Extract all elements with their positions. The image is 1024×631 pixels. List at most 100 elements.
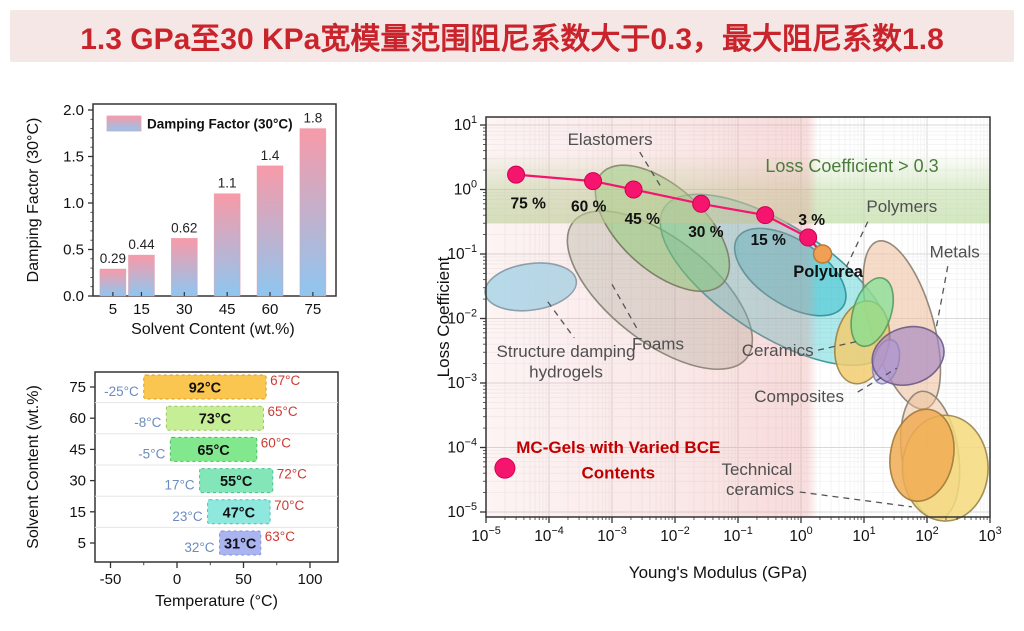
x-axis-label: Young's Modulus (GPa) (629, 563, 807, 582)
damping-bar-15 (128, 254, 155, 297)
range-low-label: -5°C (138, 446, 165, 461)
damping-bar-75 (299, 128, 327, 297)
y-tick-label: 0.0 (63, 288, 84, 305)
region-composites (871, 325, 945, 386)
annotation-label: Ceramics (742, 341, 814, 360)
range-high-label: 65°C (267, 404, 297, 419)
range-high-label: 60°C (261, 435, 291, 450)
range-low-label: 32°C (184, 540, 214, 555)
y-tick-label: 101 (454, 114, 477, 134)
y-tick-label: 10−3 (447, 372, 477, 392)
damping-bar-60 (256, 165, 284, 297)
x-tick-label: 101 (852, 525, 875, 545)
range-bar-5 (219, 530, 262, 556)
x-tick-label: 15 (133, 301, 150, 318)
range-low-label: 23°C (172, 509, 202, 524)
y-tick-label: 100 (454, 179, 477, 199)
title-bar: 1.3 GPa至30 KPa宽模量范围阻尼系数大于0.3，最大阻尼系数1.8 (10, 10, 1014, 62)
y-tick-label: 10−4 (447, 437, 477, 457)
label-pointer-line (845, 221, 869, 269)
damping-bar-30 (170, 237, 198, 297)
x-tick-label: 10−1 (723, 525, 753, 545)
bar-value-label: 1.1 (218, 176, 237, 191)
mcgel-point-label: 60 % (571, 198, 607, 215)
range-high-label: 70°C (274, 498, 304, 513)
page-title: 1.3 GPa至30 KPa宽模量范围阻尼系数大于0.3，最大阻尼系数1.8 (80, 23, 944, 56)
x-tick-label: 10−3 (597, 525, 627, 545)
annotation-label: Metals (930, 243, 980, 262)
y-axis-label: Loss Coefficient (434, 256, 453, 377)
y-tick-label: 10−5 (447, 501, 477, 521)
label-pointer-line (799, 491, 912, 508)
annotation-label: Structure damping (497, 342, 636, 361)
x-tick-label: 102 (915, 525, 938, 545)
y-tick-label: 45 (69, 441, 86, 458)
mcgel-point-60% (584, 172, 603, 191)
annotation-label: Elastomers (568, 130, 653, 149)
x-tick-label: 10−5 (471, 525, 501, 545)
legend-swatch (106, 115, 142, 132)
bar-value-label: 0.29 (100, 251, 126, 266)
x-tick-label: 50 (235, 571, 252, 588)
mcgel-point-label: 15 % (751, 232, 787, 249)
range-chart-frame (94, 371, 339, 563)
polyurea-point (812, 244, 833, 264)
range-width-label: 47°C (223, 505, 256, 521)
range-bar-45 (169, 436, 258, 462)
mcgel-point-label: 75 % (511, 196, 547, 213)
range-width-label: 92°C (189, 381, 222, 397)
y-tick-label: 5 (78, 535, 86, 552)
annotation-label: Loss Coefficient > 0.3 (765, 156, 938, 176)
bar-value-label: 1.8 (303, 111, 322, 126)
ashby-chart: 10−5 10−4 10−3 10−2 10−1 100 101 102 103 101 100 10… (434, 114, 1002, 582)
mcgel-point-30% (692, 194, 711, 213)
series-legend-dot (494, 457, 516, 479)
x-tick-label: 60 (262, 301, 279, 318)
region-tech-ceramics-inner (889, 408, 955, 503)
range-width-label: 65°C (197, 443, 230, 459)
mcgel-point-label: 45 % (625, 211, 661, 228)
annotation-label: Polymers (866, 197, 937, 216)
mcgel-point-3% (799, 228, 818, 247)
series-legend-line1: MC-Gels with Varied BCE (516, 438, 720, 457)
annotation-label: hydrogels (529, 363, 603, 382)
x-tick-label: 103 (978, 525, 1001, 545)
pink-modulus-band (486, 117, 818, 517)
range-width-label: 55°C (220, 474, 253, 490)
range-width-label: 31°C (224, 537, 257, 553)
y-axis-label: Solvent Content (wt.%) (25, 385, 42, 549)
x-tick-label: 100 (297, 571, 322, 588)
mcgel-point-75% (507, 165, 526, 184)
bar-value-label: 0.62 (171, 220, 197, 235)
x-tick-label: 75 (305, 301, 322, 318)
range-high-label: 63°C (265, 529, 295, 544)
y-tick-label: 10−2 (447, 308, 477, 328)
range-width-label: 73°C (199, 412, 232, 428)
damping-bar-chart: 0.0 0.5 1.0 1.5 2.0 0.29 5 0.44 15 0.62 30 1.1 45 1.4… (25, 102, 337, 338)
x-tick-label: 0 (173, 571, 181, 588)
x-tick-label: 5 (109, 301, 117, 318)
x-tick-label: 10−4 (534, 525, 564, 545)
label-pointer-line (611, 283, 639, 331)
x-tick-label: 100 (789, 525, 812, 545)
range-low-label: -25°C (104, 384, 139, 399)
x-tick-label: 45 (219, 301, 236, 318)
y-tick-label: 15 (69, 504, 86, 521)
range-bar-15 (207, 499, 271, 525)
range-low-label: 17°C (164, 478, 194, 493)
y-tick-label: 30 (69, 473, 86, 490)
y-tick-label: 60 (69, 410, 86, 427)
y-axis-label: Damping Factor (30°C) (25, 118, 42, 283)
x-tick-label: 30 (176, 301, 193, 318)
y-tick-label: 1.5 (63, 149, 84, 166)
bar-value-label: 0.44 (128, 237, 155, 252)
annotation-label: Composites (754, 387, 844, 406)
x-tick-label: -50 (100, 571, 122, 588)
range-low-label: -8°C (134, 415, 161, 430)
annotation-label: Polyurea (793, 263, 864, 281)
y-tick-label: 10−1 (447, 243, 477, 263)
annotation-label: ceramics (726, 480, 794, 499)
x-axis-label: Temperature (°C) (155, 593, 278, 610)
